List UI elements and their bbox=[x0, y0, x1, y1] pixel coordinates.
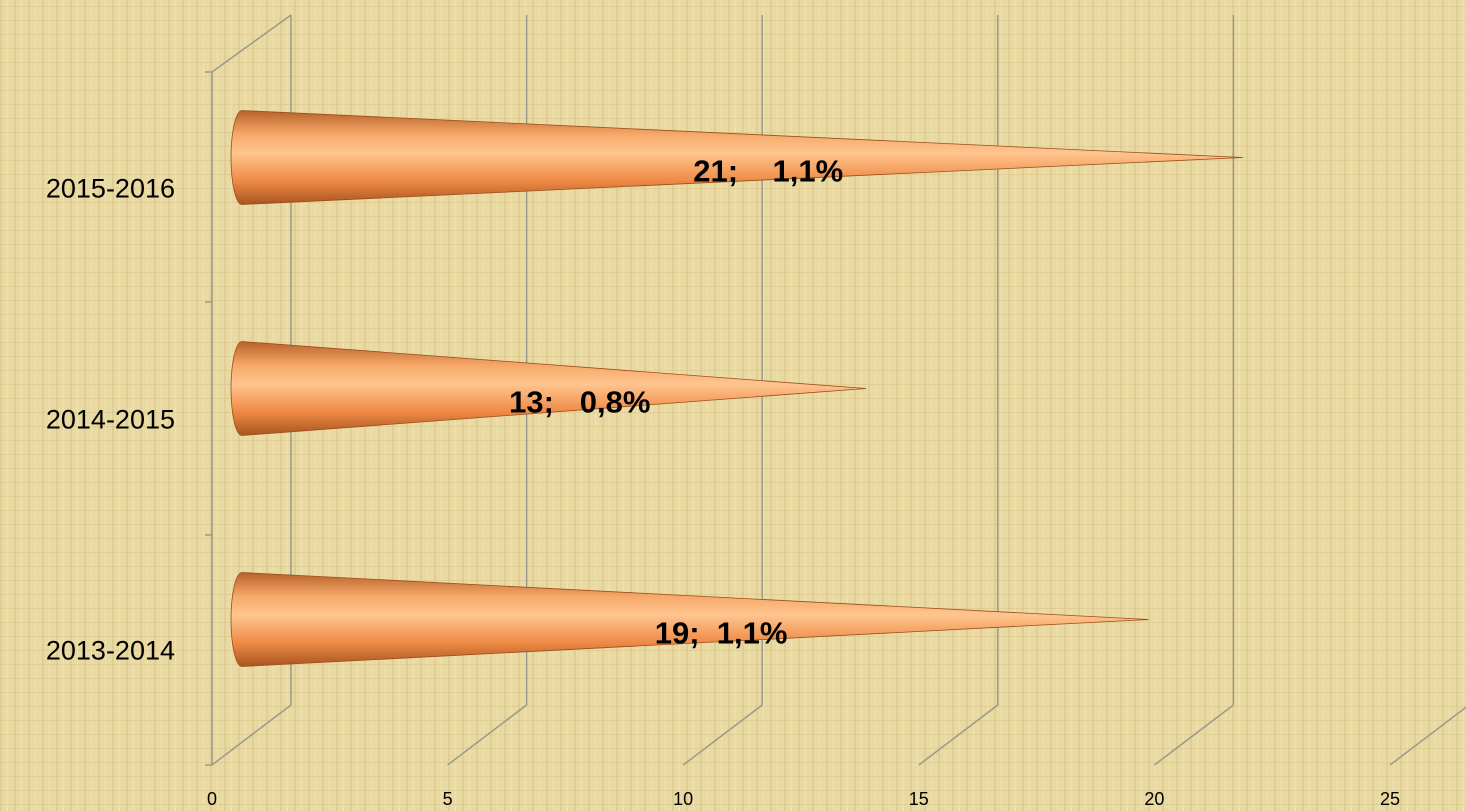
value-label: 19; 1,1% bbox=[655, 616, 788, 651]
floor-grid-line bbox=[211, 704, 292, 766]
value-label: 13; 0,8% bbox=[509, 385, 650, 420]
x-tick-label: 10 bbox=[673, 789, 693, 809]
y-tick-label: 2014-2015 bbox=[46, 405, 175, 435]
cone bbox=[230, 110, 1244, 205]
floor-grid-line bbox=[1153, 704, 1234, 766]
floor-grid-line bbox=[1389, 706, 1466, 766]
floor-grid-line bbox=[918, 704, 999, 766]
x-tick-label: 0 bbox=[207, 789, 217, 809]
floor-grid-line bbox=[682, 704, 763, 766]
cone bbox=[230, 572, 1149, 667]
value-label: 21; 1,1% bbox=[693, 154, 843, 189]
x-tick-label: 25 bbox=[1380, 789, 1400, 809]
x-tick-label: 5 bbox=[443, 789, 453, 809]
floor-grid-line bbox=[447, 704, 528, 766]
walls bbox=[205, 14, 292, 766]
y-tick-label: 2015-2016 bbox=[46, 174, 175, 204]
x-tick-label: 15 bbox=[909, 789, 929, 809]
cone bbox=[230, 341, 867, 436]
x-tick-label: 20 bbox=[1144, 789, 1164, 809]
y-tick-label: 2013-2014 bbox=[46, 636, 175, 666]
